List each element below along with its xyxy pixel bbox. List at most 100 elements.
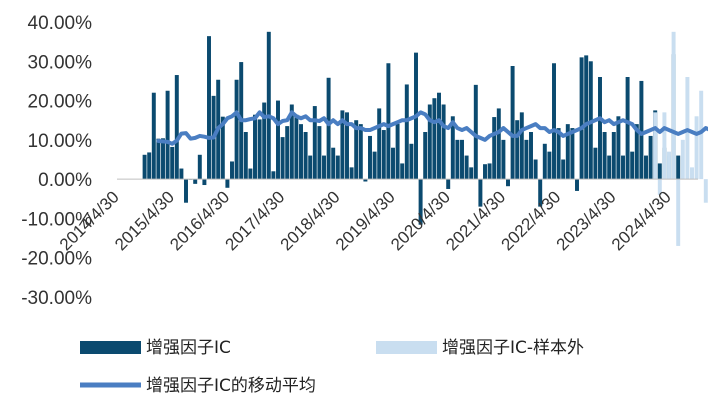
x-axis-ticks: 2014/4/302015/4/302016/4/302017/4/302018…: [56, 187, 675, 254]
bar-in-sample-116: [676, 155, 681, 180]
bar-in-sample-32: [289, 104, 294, 180]
bar-out-sample-5: [676, 179, 681, 246]
bar-in-sample-76: [492, 117, 497, 180]
x-tick-label: 2021/4/30: [442, 187, 509, 254]
bar-in-sample-25: [257, 119, 262, 180]
bar-in-sample-70: [464, 155, 469, 180]
bar-in-sample-99: [598, 77, 602, 180]
bar-in-sample-67: [450, 116, 455, 180]
bar-in-sample-106: [630, 151, 635, 180]
legend-swatch-in-sample: [80, 341, 141, 354]
bar-in-sample-81: [515, 120, 520, 180]
bar-in-sample-11: [193, 179, 198, 184]
y-tick-label: 0.00%: [38, 170, 92, 191]
bar-in-sample-112: [657, 163, 662, 180]
bar-in-sample-46: [354, 120, 359, 180]
y-tick-label: 20.00%: [28, 92, 93, 113]
bar-in-sample-109: [644, 155, 648, 180]
bar-in-sample-4: [161, 138, 165, 180]
y-axis-ticks: 40.00% 30.00% 20.00% 10.00% 0.00% -10.00% -20.…: [21, 13, 92, 309]
x-tick-label: 2015/4/30: [111, 187, 178, 254]
bar-in-sample-31: [285, 126, 290, 180]
x-tick-label: 2018/4/30: [277, 187, 344, 254]
bar-in-sample-96: [584, 55, 589, 180]
bar-in-sample-14: [207, 36, 211, 180]
bar-in-sample-12: [197, 154, 202, 180]
bar-in-sample-103: [616, 116, 621, 180]
x-tick-label: 2023/4/30: [553, 187, 620, 254]
bar-in-sample-72: [473, 84, 478, 180]
y-tick-label: -30.00%: [21, 288, 92, 309]
x-tick-label: 2017/4/30: [222, 187, 289, 254]
bar-in-sample-35: [303, 132, 308, 180]
bar-in-sample-65: [441, 104, 446, 180]
bar-in-sample-64: [437, 92, 441, 180]
y-tick-label: 10.00%: [28, 131, 93, 152]
bar-in-sample-60: [418, 179, 423, 225]
legend-label-moving-average: 增强因子IC的移动平均: [146, 376, 316, 396]
bar-out-sample-9: [694, 116, 699, 180]
bar-in-sample-7: [174, 75, 179, 180]
bar-in-sample-92: [565, 124, 570, 180]
bar-in-sample-20: [234, 79, 239, 180]
bar-out-sample-0: [653, 112, 658, 180]
bar-in-sample-75: [487, 163, 492, 180]
bar-in-sample-24: [253, 114, 257, 180]
bar-in-sample-50: [372, 151, 377, 180]
bar-in-sample-49: [368, 135, 372, 180]
bar-in-sample-23: [248, 168, 253, 180]
bar-in-sample-17: [220, 116, 225, 180]
bar-in-sample-105: [625, 77, 630, 180]
bar-out-sample-4: [671, 31, 676, 180]
bar-in-sample-48: [363, 179, 368, 182]
bar-in-sample-42: [335, 155, 340, 180]
y-tick-label: -10.00%: [21, 209, 92, 230]
bar-in-sample-34: [299, 124, 303, 180]
bar-in-sample-3: [156, 138, 161, 180]
moving-average-line: [156, 110, 708, 146]
bar-in-sample-79: [506, 179, 510, 187]
bar-in-sample-66: [446, 179, 451, 189]
bar-in-sample-58: [409, 143, 414, 180]
bar-in-sample-77: [496, 108, 501, 180]
bar-in-sample-61: [423, 132, 428, 180]
bar-out-sample-1: [657, 179, 662, 195]
bar-in-sample-108: [639, 80, 644, 180]
bar-in-sample-51: [377, 108, 382, 180]
bar-in-sample-78: [501, 139, 506, 180]
bar-in-sample-102: [611, 132, 616, 180]
bar-in-sample-84: [529, 132, 533, 180]
x-tick-label: 2024/4/30: [608, 187, 675, 254]
bar-in-sample-22: [243, 132, 248, 180]
bar-in-sample-27: [266, 31, 271, 180]
bar-in-sample-89: [552, 63, 556, 180]
x-tick-label: 2019/4/30: [332, 187, 399, 254]
bar-in-sample-93: [570, 128, 575, 180]
legend-swatch-out-sample: [376, 341, 437, 354]
bar-in-sample-33: [294, 114, 299, 180]
bar-in-sample-91: [561, 159, 566, 180]
bar-out-sample-3: [667, 151, 671, 180]
bar-in-sample-85: [533, 159, 538, 180]
y-tick-label: 30.00%: [28, 52, 93, 73]
bar-in-sample-19: [230, 161, 234, 180]
bar-in-sample-88: [547, 151, 552, 180]
bar-in-sample-101: [607, 155, 612, 180]
out-sample-bars: [653, 31, 708, 246]
bar-in-sample-28: [271, 171, 276, 180]
bar-in-sample-52: [381, 130, 386, 180]
bar-in-sample-95: [579, 57, 584, 180]
bar-in-sample-47: [358, 124, 363, 180]
bar-in-sample-9: [184, 179, 188, 203]
bar-in-sample-29: [276, 100, 280, 180]
bar-in-sample-2: [151, 92, 156, 180]
bar-in-sample-73: [478, 179, 483, 207]
bar-out-sample-11: [703, 179, 708, 203]
bar-in-sample-38: [317, 126, 322, 180]
bar-out-sample-10: [699, 90, 704, 180]
legend-label-out-sample: 增强因子IC-样本外: [442, 338, 584, 358]
legend-label-in-sample: 增强因子IC: [146, 338, 231, 358]
bar-in-sample-55: [395, 123, 400, 180]
bar-in-sample-53: [386, 63, 391, 180]
